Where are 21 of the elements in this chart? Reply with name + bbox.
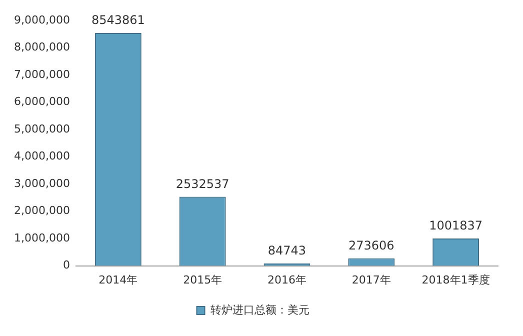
x-tick-label: 2018年1季度: [422, 273, 490, 286]
x-tick-label: 2014年: [98, 273, 138, 286]
y-tick-label: 8,000,000: [14, 40, 70, 54]
y-tick-label: 5,000,000: [14, 122, 70, 136]
data-label: 84743: [268, 244, 306, 258]
data-label: 273606: [348, 238, 394, 252]
y-tick-label: 4,000,000: [14, 150, 70, 163]
x-tick-label: 2017年: [352, 273, 391, 286]
y-tick-label: 6,000,000: [14, 95, 70, 108]
y-tick-label: 9,000,000: [14, 13, 70, 26]
y-tick-label: 1,000,000: [14, 231, 70, 244]
y-tick-label: 0: [62, 258, 70, 272]
x-tick-label: 2016年: [267, 273, 306, 286]
y-tick-label: 3,000,000: [14, 176, 70, 190]
legend-label: 转炉进口总额：美元: [210, 303, 310, 316]
y-tick-label: 7,000,000: [14, 68, 70, 81]
data-label: 8543861: [91, 13, 145, 28]
data-label: 2532537: [176, 176, 230, 191]
x-tick-label: 2015年: [183, 273, 222, 286]
y-tick-label: 2,000,000: [14, 204, 70, 218]
data-label: 1001837: [429, 218, 483, 233]
